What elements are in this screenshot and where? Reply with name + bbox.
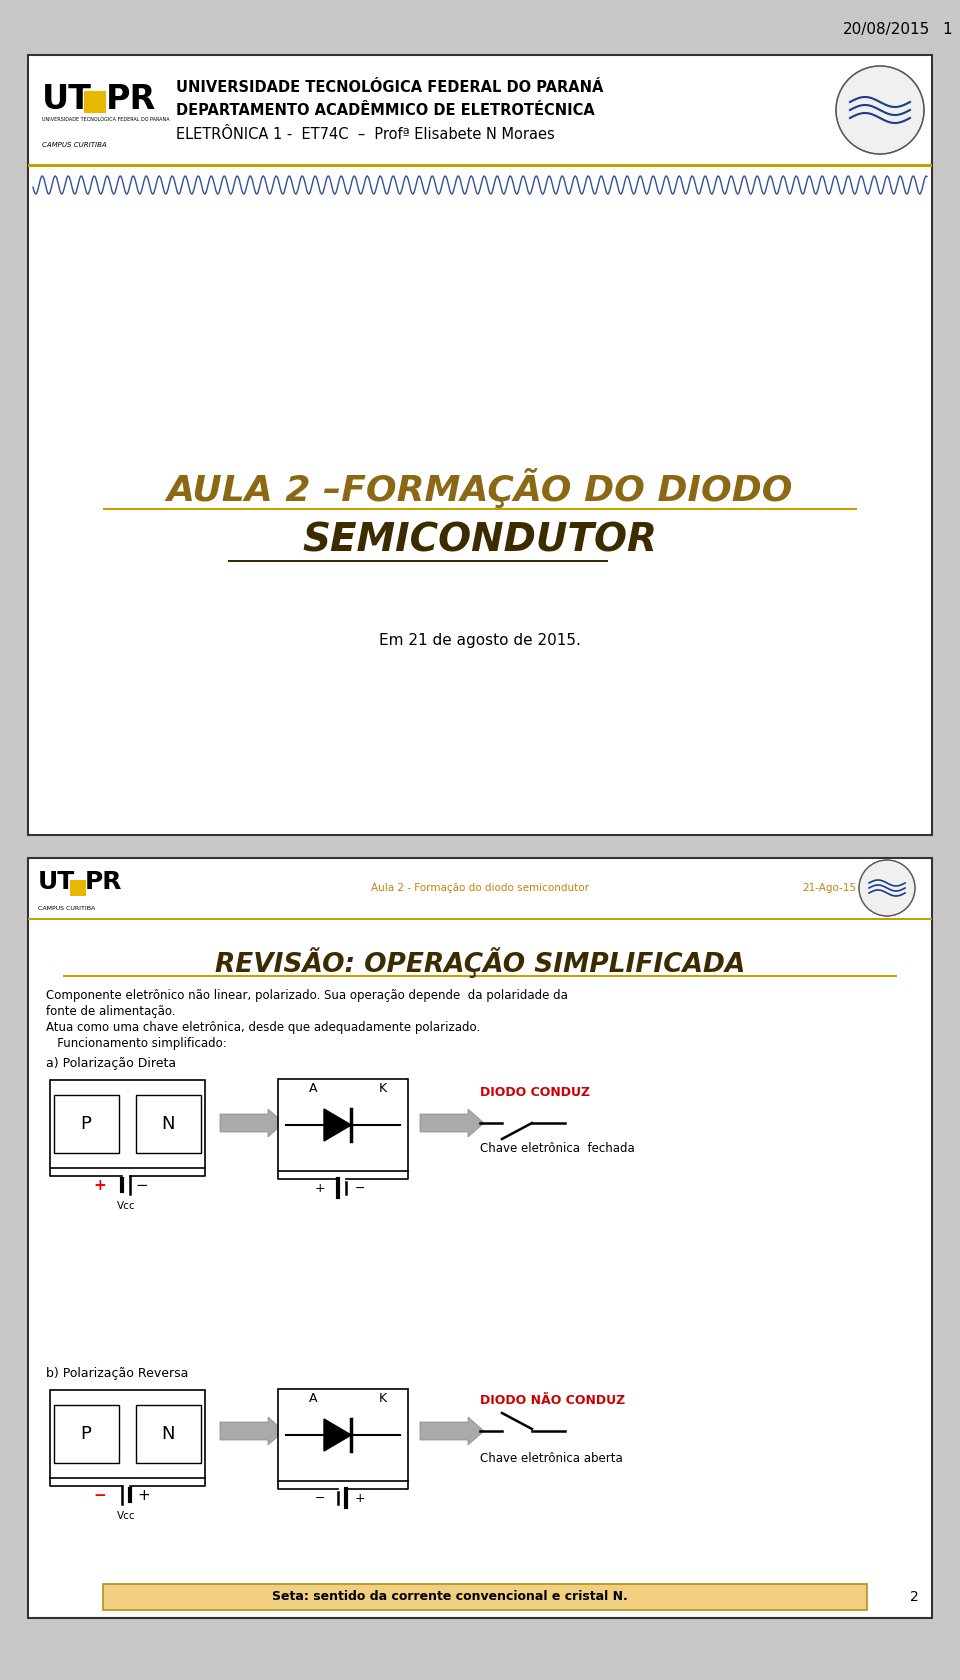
Text: −: − (94, 1487, 107, 1502)
Text: −: − (355, 1181, 365, 1194)
FancyArrow shape (220, 1416, 284, 1445)
Bar (278, 1079, 408, 1171)
Bar (54, 1095, 119, 1152)
Text: Chave eletrônica  fechada: Chave eletrônica fechada (480, 1141, 635, 1154)
Text: 21-Ago-15: 21-Ago-15 (802, 884, 856, 894)
Text: −: − (135, 1178, 149, 1193)
Bar (28, 165, 932, 166)
Text: Vcc: Vcc (117, 1510, 135, 1520)
Text: A: A (309, 1082, 317, 1095)
Text: K: K (379, 1082, 387, 1095)
Text: SEMICONDUTOR: SEMICONDUTOR (302, 521, 658, 559)
Text: PR: PR (106, 82, 156, 116)
Polygon shape (324, 1109, 351, 1141)
Bar (50, 1389, 205, 1478)
Text: fonte de alimentação.: fonte de alimentação. (46, 1005, 176, 1018)
Text: UNIVERSIDADE TECNOLÓGICA FEDERAL DO PARANÁ: UNIVERSIDADE TECNOLÓGICA FEDERAL DO PARA… (176, 81, 604, 96)
Bar (136, 1404, 201, 1463)
Bar (28, 917, 932, 921)
Text: a) Polarização Direta: a) Polarização Direta (46, 1057, 176, 1070)
Text: P: P (81, 1425, 91, 1443)
FancyArrow shape (420, 1416, 484, 1445)
Text: UT: UT (38, 870, 75, 894)
Bar (28, 55, 932, 835)
Text: K: K (379, 1393, 387, 1406)
Polygon shape (324, 1420, 351, 1452)
Text: DIODO CONDUZ: DIODO CONDUZ (480, 1087, 590, 1099)
Text: N: N (161, 1116, 175, 1132)
Bar (63, 974, 897, 978)
Circle shape (836, 66, 924, 155)
Bar (54, 1404, 119, 1463)
Text: +: + (137, 1487, 151, 1502)
Text: Componente eletrônico não linear, polarizado. Sua operação depende  da polaridad: Componente eletrônico não linear, polari… (46, 988, 568, 1001)
Text: DEPARTAMENTO ACADÊMMICO DE ELETROTÉCNICA: DEPARTAMENTO ACADÊMMICO DE ELETROTÉCNICA (176, 102, 595, 118)
Text: UNIVERSIDADE TECNOLOGICA FEDERAL DO PARANA: UNIVERSIDADE TECNOLOGICA FEDERAL DO PARA… (42, 118, 170, 123)
Bar (228, 559, 608, 563)
Text: PR: PR (85, 870, 123, 894)
Bar (278, 1389, 408, 1482)
Text: 2: 2 (910, 1589, 919, 1604)
Text: Vcc: Vcc (117, 1201, 135, 1211)
FancyArrow shape (420, 1109, 484, 1137)
Text: +: + (94, 1178, 107, 1193)
Text: Em 21 de agosto de 2015.: Em 21 de agosto de 2015. (379, 632, 581, 647)
Bar (50, 1080, 205, 1168)
Text: N: N (161, 1425, 175, 1443)
Text: 20/08/2015: 20/08/2015 (843, 22, 930, 37)
Text: A: A (309, 1393, 317, 1406)
Text: REVISÃO: OPERAÇÃO SIMPLIFICADA: REVISÃO: OPERAÇÃO SIMPLIFICADA (215, 948, 745, 978)
Text: P: P (81, 1116, 91, 1132)
Text: Chave eletrônica aberta: Chave eletrônica aberta (480, 1452, 623, 1465)
Text: Funcionamento simplificado:: Funcionamento simplificado: (46, 1037, 227, 1050)
Text: UT: UT (42, 82, 92, 116)
Circle shape (859, 860, 915, 916)
Bar (103, 1584, 867, 1609)
Text: AULA 2 –FORMAÇÃO DO DIODO: AULA 2 –FORMAÇÃO DO DIODO (167, 469, 793, 507)
Bar (84, 91, 106, 113)
Bar (28, 858, 932, 1618)
Text: −: − (315, 1492, 325, 1505)
Text: CAMPUS CURITIBA: CAMPUS CURITIBA (42, 143, 107, 148)
Text: +: + (354, 1492, 366, 1505)
FancyArrow shape (220, 1109, 284, 1137)
Text: ELETRÔNICA 1 -  ET74C  –  Profª Elisabete N Moraes: ELETRÔNICA 1 - ET74C – Profª Elisabete N… (176, 128, 555, 143)
Text: Aula 2 - Formação do diodo semicondutor: Aula 2 - Formação do diodo semicondutor (371, 884, 589, 894)
Text: DIODO NÃO CONDUZ: DIODO NÃO CONDUZ (480, 1394, 625, 1408)
Bar (103, 507, 857, 511)
Text: Atua como uma chave eletrônica, desde que adequadamente polarizado.: Atua como uma chave eletrônica, desde qu… (46, 1020, 480, 1033)
Text: Seta: sentido da corrente convencional e cristal N.: Seta: sentido da corrente convencional e… (272, 1591, 628, 1603)
Text: b) Polarização Reversa: b) Polarização Reversa (46, 1366, 188, 1379)
Text: CAMPUS CURITIBA: CAMPUS CURITIBA (38, 906, 95, 911)
Text: 1: 1 (943, 22, 952, 37)
Bar (70, 880, 86, 895)
Text: +: + (315, 1181, 325, 1194)
Bar (136, 1095, 201, 1152)
